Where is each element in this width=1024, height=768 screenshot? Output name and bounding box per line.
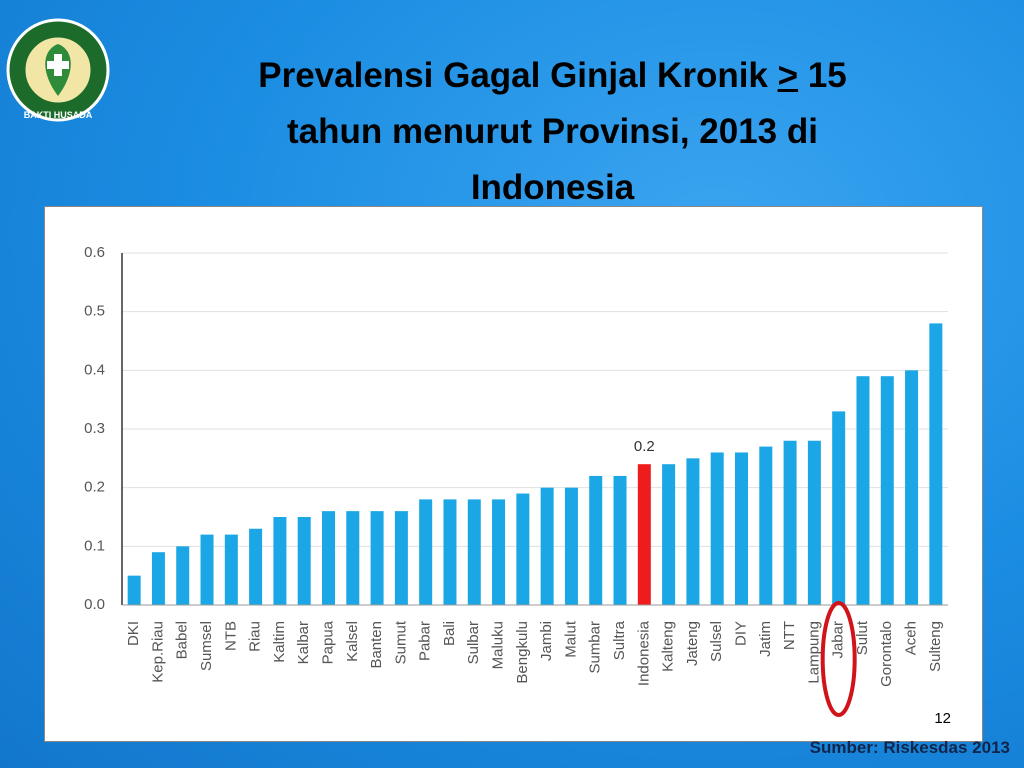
bar — [686, 458, 700, 605]
x-tick-label: Sumsel — [198, 621, 215, 671]
x-tick-label: Gorontalo — [878, 621, 895, 687]
logo: BAKTI HUSADA — [6, 18, 110, 122]
bar — [880, 376, 894, 605]
title-text: tahun menurut Provinsi, 2013 di — [287, 112, 818, 151]
bar — [127, 575, 141, 605]
bar — [419, 499, 433, 605]
x-tick-label: Kalteng — [660, 621, 677, 672]
x-tick-label: Kep.Riau — [149, 621, 166, 683]
bar — [151, 552, 165, 605]
chart: 12 0.0 0.1 0.2 0.3 0.4 0.5 0.6 DKI Kep.Riau Babel… — [84, 244, 951, 727]
y-tick-label: 0.0 — [84, 596, 105, 613]
bar — [540, 487, 554, 605]
page-number: 12 — [934, 710, 951, 727]
y-tick-label: 0.2 — [84, 479, 105, 496]
x-tick-label: Sulut — [854, 620, 871, 655]
x-tick-label: Bengkulu — [514, 621, 531, 684]
logo-text: BAKTI HUSADA — [24, 110, 93, 120]
bar — [905, 370, 919, 605]
bar — [346, 511, 360, 605]
x-tick-label: Sumbar — [587, 621, 604, 674]
x-tick-label: Maluku — [490, 621, 507, 669]
y-tick-label: 0.6 — [84, 244, 105, 261]
bar — [613, 475, 627, 605]
slide-title: Prevalensi Gagal Ginjal Kronik > 15 tahu… — [130, 48, 975, 216]
bar — [224, 534, 238, 605]
x-tick-label: Malut — [562, 620, 579, 658]
x-tick-label: Riau — [247, 621, 264, 652]
x-tick-label: Sumut — [392, 620, 409, 664]
highlight-ring — [820, 601, 857, 717]
bar — [856, 376, 870, 605]
data-label: 0.2 — [634, 438, 655, 455]
x-tick-label: Jateng — [684, 621, 701, 666]
bar — [662, 464, 676, 605]
x-tick-label: Kalbar — [295, 621, 312, 664]
bar — [710, 452, 724, 605]
bar — [370, 511, 384, 605]
bar — [249, 528, 263, 605]
bar — [564, 487, 578, 605]
y-tick-label: 0.4 — [84, 361, 105, 378]
bar — [807, 440, 821, 605]
bar — [759, 446, 773, 605]
chart-panel: 12 0.0 0.1 0.2 0.3 0.4 0.5 0.6 DKI Kep.Riau Babel… — [44, 206, 983, 742]
x-tick-label: NTB — [222, 621, 239, 651]
bar — [394, 511, 408, 605]
bar — [322, 511, 335, 605]
bar — [467, 499, 481, 605]
bar — [443, 499, 457, 605]
x-tick-label: DKI — [125, 621, 142, 646]
bar — [516, 493, 530, 605]
x-tick-label: Kalsel — [344, 621, 361, 662]
bar — [200, 534, 214, 605]
x-tick-label: Sulbar — [465, 621, 482, 664]
x-tick-label: Bali — [441, 621, 458, 646]
x-tick-label: Banten — [368, 621, 385, 669]
bar — [589, 475, 603, 605]
x-tick-label: Babel — [174, 621, 191, 659]
title-text: Prevalensi Gagal Ginjal Kronik — [258, 56, 768, 95]
y-tick-label: 0.5 — [84, 303, 105, 320]
x-tick-label: DIY — [732, 621, 749, 646]
x-tick-label: Indonesia — [635, 620, 652, 686]
y-tick-label: 0.3 — [84, 420, 105, 437]
x-tick-label: Aceh — [903, 621, 920, 655]
source-note: Sumber: Riskesdas 2013 — [809, 738, 1010, 757]
bar — [176, 546, 190, 605]
bar — [297, 517, 311, 605]
x-tick-label: Jatim — [757, 621, 774, 657]
bar — [273, 517, 287, 605]
x-tick-label: Kaltim — [271, 621, 288, 663]
bar — [783, 440, 797, 605]
x-tick-label: NTT — [781, 621, 798, 650]
x-tick-label: Jambi — [538, 621, 555, 661]
bar — [637, 464, 651, 605]
x-tick-label: Sulsel — [708, 621, 725, 662]
x-tick-label: Pabar — [417, 621, 434, 661]
x-tick-label: Jabar — [830, 621, 847, 659]
x-tick-label: Sultra — [611, 620, 628, 660]
bar — [492, 499, 506, 605]
x-tick-label: Sulteng — [927, 621, 944, 672]
x-tick-label: Lampung — [805, 621, 822, 684]
bar — [832, 411, 846, 605]
title-text: Indonesia — [470, 168, 635, 207]
title-symbol: > — [777, 56, 799, 95]
y-tick-label: 0.1 — [84, 537, 105, 554]
x-tick-label: Papua — [319, 620, 336, 664]
bar — [735, 452, 748, 605]
title-text: 15 — [807, 56, 847, 95]
bar — [929, 323, 943, 605]
